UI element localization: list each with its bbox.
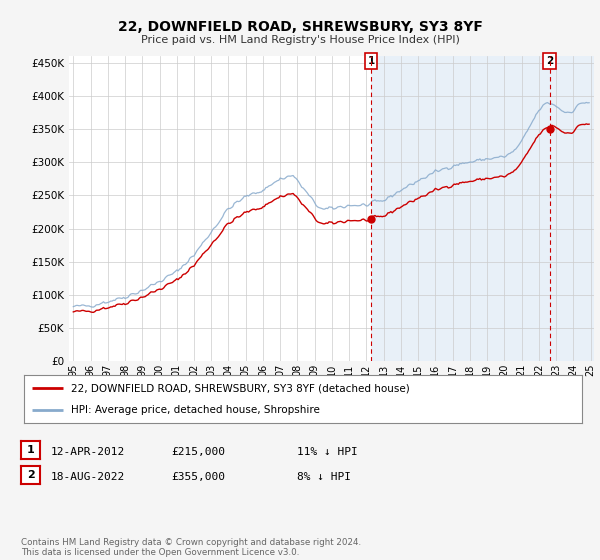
Text: 22, DOWNFIELD ROAD, SHREWSBURY, SY3 8YF (detached house): 22, DOWNFIELD ROAD, SHREWSBURY, SY3 8YF … bbox=[71, 383, 410, 393]
Text: £215,000: £215,000 bbox=[171, 447, 225, 457]
Text: 12-APR-2012: 12-APR-2012 bbox=[51, 447, 125, 457]
Bar bbox=[371, 56, 594, 361]
Text: 2: 2 bbox=[546, 56, 553, 66]
Text: Contains HM Land Registry data © Crown copyright and database right 2024.
This d: Contains HM Land Registry data © Crown c… bbox=[21, 538, 361, 557]
Text: HPI: Average price, detached house, Shropshire: HPI: Average price, detached house, Shro… bbox=[71, 405, 320, 415]
Text: 22, DOWNFIELD ROAD, SHREWSBURY, SY3 8YF: 22, DOWNFIELD ROAD, SHREWSBURY, SY3 8YF bbox=[118, 20, 482, 34]
Text: 18-AUG-2022: 18-AUG-2022 bbox=[51, 472, 125, 482]
Text: 11% ↓ HPI: 11% ↓ HPI bbox=[297, 447, 358, 457]
Text: 8% ↓ HPI: 8% ↓ HPI bbox=[297, 472, 351, 482]
Text: 1: 1 bbox=[27, 445, 34, 455]
Text: Price paid vs. HM Land Registry's House Price Index (HPI): Price paid vs. HM Land Registry's House … bbox=[140, 35, 460, 45]
Text: £355,000: £355,000 bbox=[171, 472, 225, 482]
Text: 2: 2 bbox=[27, 470, 34, 480]
Text: 1: 1 bbox=[367, 56, 374, 66]
